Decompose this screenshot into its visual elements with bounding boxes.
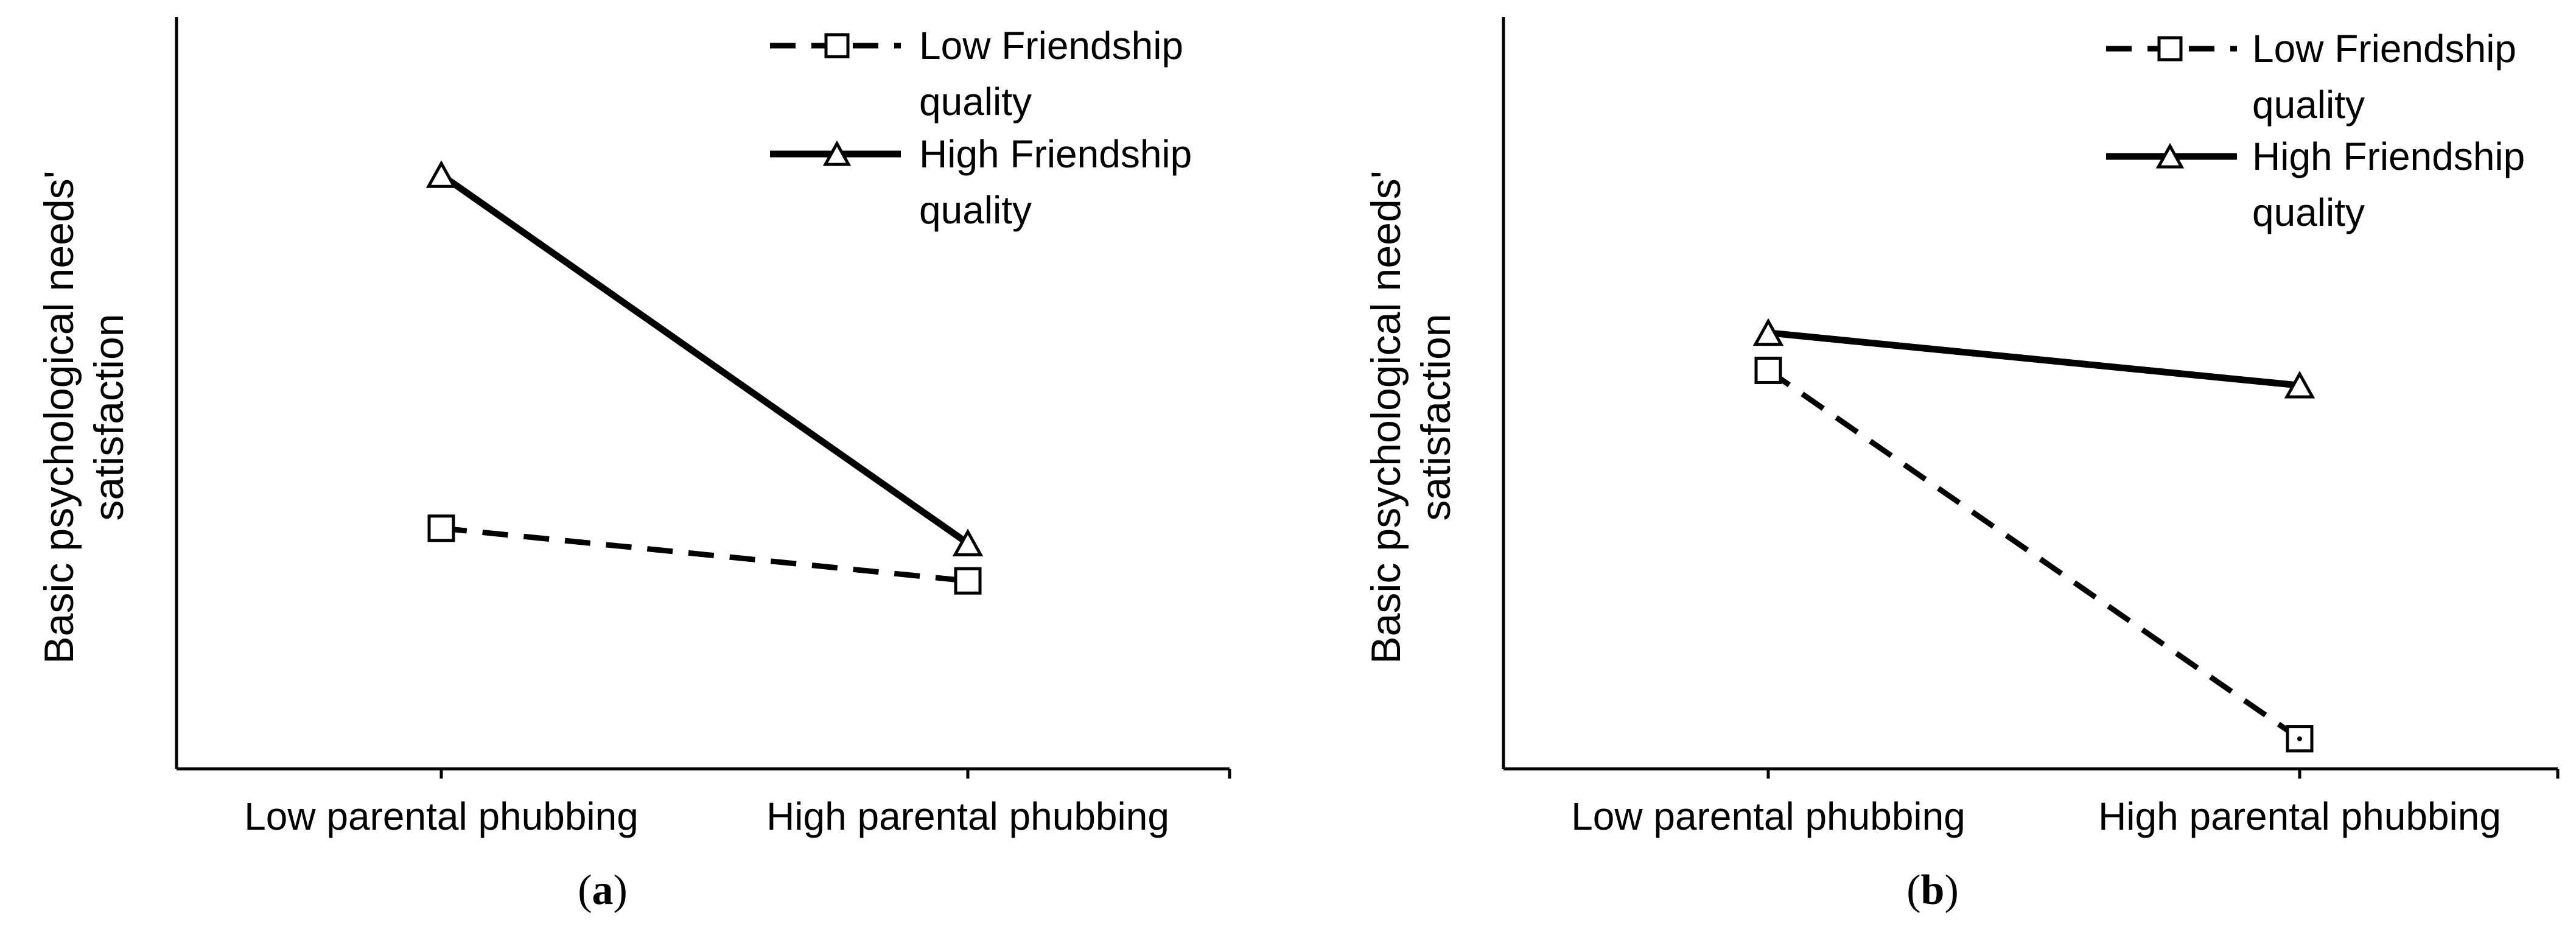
legend-entry-low: Low Friendship quality (770, 24, 1183, 124)
legend-square-marker (2157, 36, 2183, 61)
legend-label: Low Friendship quality (2252, 27, 2516, 127)
legend-square-marker (824, 33, 850, 58)
x-tick-label: Low parental phubbing (1571, 794, 1965, 838)
series-high-friendship-quality (425, 160, 984, 556)
legend-entry-high: High Friendship quality (2106, 135, 2525, 234)
panel-label: (a) (578, 867, 628, 914)
legend-triangle-marker (822, 140, 852, 166)
legend-label: High Friendship quality (2252, 135, 2525, 234)
legend-label: Low Friendship quality (919, 24, 1183, 124)
legend-label: High Friendship quality (919, 132, 1192, 232)
y-axis-label: Basic psychological needs'satisfaction (1363, 170, 1459, 664)
data-point-square (1754, 356, 1782, 384)
legend-entry-low: Low Friendship quality (2106, 27, 2516, 127)
data-point-square (954, 567, 982, 595)
panel-label: (b) (1906, 867, 1959, 914)
data-point-triangle (1752, 318, 1784, 346)
series-line (1766, 368, 2301, 741)
y-axis-label: Basic psychological needs'satisfaction (36, 170, 132, 664)
series-high-friendship-quality (1752, 318, 2315, 399)
series-line (1768, 329, 2300, 389)
legend-entry-high: High Friendship quality (770, 132, 1192, 232)
legend-triangle-marker (2155, 142, 2185, 169)
chart-panel-b: Low parental phubbing High parental phubb… (1363, 17, 2560, 914)
data-point-triangle (425, 160, 457, 188)
series-line (439, 172, 970, 547)
data-point-square (427, 514, 455, 542)
data-point-triangle (952, 528, 984, 556)
x-tick-label: High parental phubbing (2098, 794, 2501, 838)
x-tick-label: High parental phubbing (766, 794, 1169, 838)
data-point-square (2286, 725, 2314, 753)
series-low-friendship-quality (427, 514, 982, 595)
series-low-friendship-quality (1754, 356, 2314, 753)
data-point-triangle (2284, 371, 2315, 399)
chart-panel-a: Low parental phubbing High parental phubb… (36, 17, 1231, 914)
x-tick-label: Low parental phubbing (244, 794, 639, 838)
series-line (441, 525, 968, 584)
